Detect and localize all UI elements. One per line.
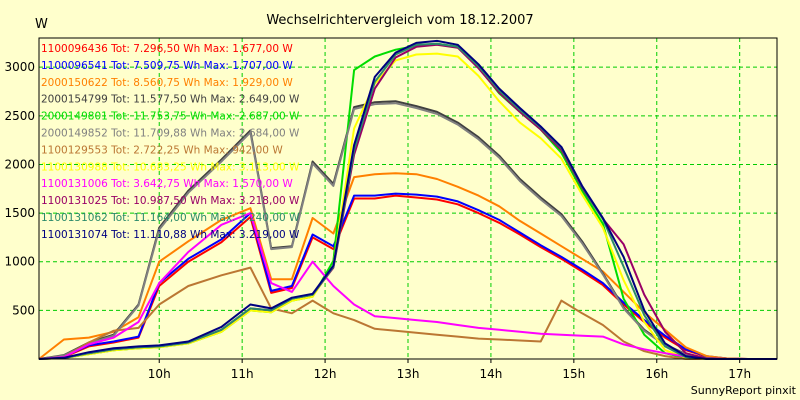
- y-tick-label: 2500: [4, 109, 35, 123]
- y-tick-label: 1000: [4, 255, 35, 269]
- x-tick-label: 15h: [562, 367, 585, 381]
- y-axis-unit: W: [35, 17, 48, 32]
- credit-label: SunnyReport pinxit: [691, 384, 797, 397]
- y-tick-label: 2000: [4, 157, 35, 171]
- series-line-7: [38, 266, 777, 360]
- legend-entry: 1100096541 Tot: 7.509,75 Wh Max: 1.707,0…: [41, 60, 293, 72]
- plot-area: 1100096436 Tot: 7.296,50 Wh Max: 1.677,0…: [38, 37, 778, 360]
- legend-entry: 1100130988 Tot: 10.683,25 Wh Max: 3.113,…: [41, 161, 300, 173]
- legend-entry: 2000150622 Tot: 8.560,75 Wh Max: 1.929,0…: [41, 77, 293, 89]
- legend-entry: 2000149852 Tot: 11.709,88 Wh Max: 2.684,…: [41, 128, 300, 140]
- legend-entry: 1100131062 Tot: 11.164,00 Wh Max: 3.240,…: [41, 212, 300, 224]
- y-tick-label: 1500: [4, 206, 35, 220]
- legend-entry: 1100131025 Tot: 10.987,50 Wh Max: 3.218,…: [41, 195, 300, 207]
- legend-entry: 2000149801 Tot: 11.753,75 Wh Max: 2.687,…: [41, 111, 300, 123]
- x-tick-label: 16h: [645, 367, 668, 381]
- legend-entry: 1100096436 Tot: 7.296,50 Wh Max: 1.677,0…: [41, 43, 293, 55]
- y-tick-label: 500: [12, 303, 35, 317]
- series-line-6: [38, 102, 777, 360]
- series-line-12: [38, 39, 777, 360]
- series-line-3: [38, 172, 777, 360]
- x-tick-label: 10h: [148, 367, 171, 381]
- y-tick-label: 3000: [4, 60, 35, 74]
- y-axis-ticks: 500 1000 1500 2000 2500 3000: [4, 60, 35, 317]
- legend-entry: 2000154799 Tot: 11.577,50 Wh Max: 2.649,…: [41, 94, 300, 106]
- chart-title: Wechselrichtervergleich vom 18.12.2007: [266, 13, 533, 28]
- legend-entry: 1100131074 Tot: 11.110,88 Wh Max: 3.219,…: [41, 229, 300, 241]
- legend-entry: 1100131006 Tot: 3.642,75 Wh Max: 1.570,0…: [41, 178, 293, 190]
- x-tick-label: 13h: [397, 367, 420, 381]
- legend-entry: 1100129553 Tot: 2.722,25 Wh Max: 942,00 …: [41, 144, 283, 156]
- legend: 1100096436 Tot: 7.296,50 Wh Max: 1.677,0…: [41, 43, 300, 241]
- series-lines: [38, 39, 777, 360]
- x-axis-ticks: 10h 11h 12h 13h 14h 15h 16h 17h: [148, 359, 751, 381]
- x-tick-label: 12h: [314, 367, 337, 381]
- x-tick-label: 17h: [728, 367, 751, 381]
- x-tick-label: 11h: [231, 367, 254, 381]
- x-tick-label: 14h: [479, 367, 502, 381]
- series-line-9: [38, 212, 777, 360]
